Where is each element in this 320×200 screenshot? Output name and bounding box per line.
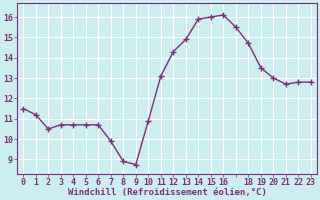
X-axis label: Windchill (Refroidissement éolien,°C): Windchill (Refroidissement éolien,°C): [68, 188, 267, 197]
